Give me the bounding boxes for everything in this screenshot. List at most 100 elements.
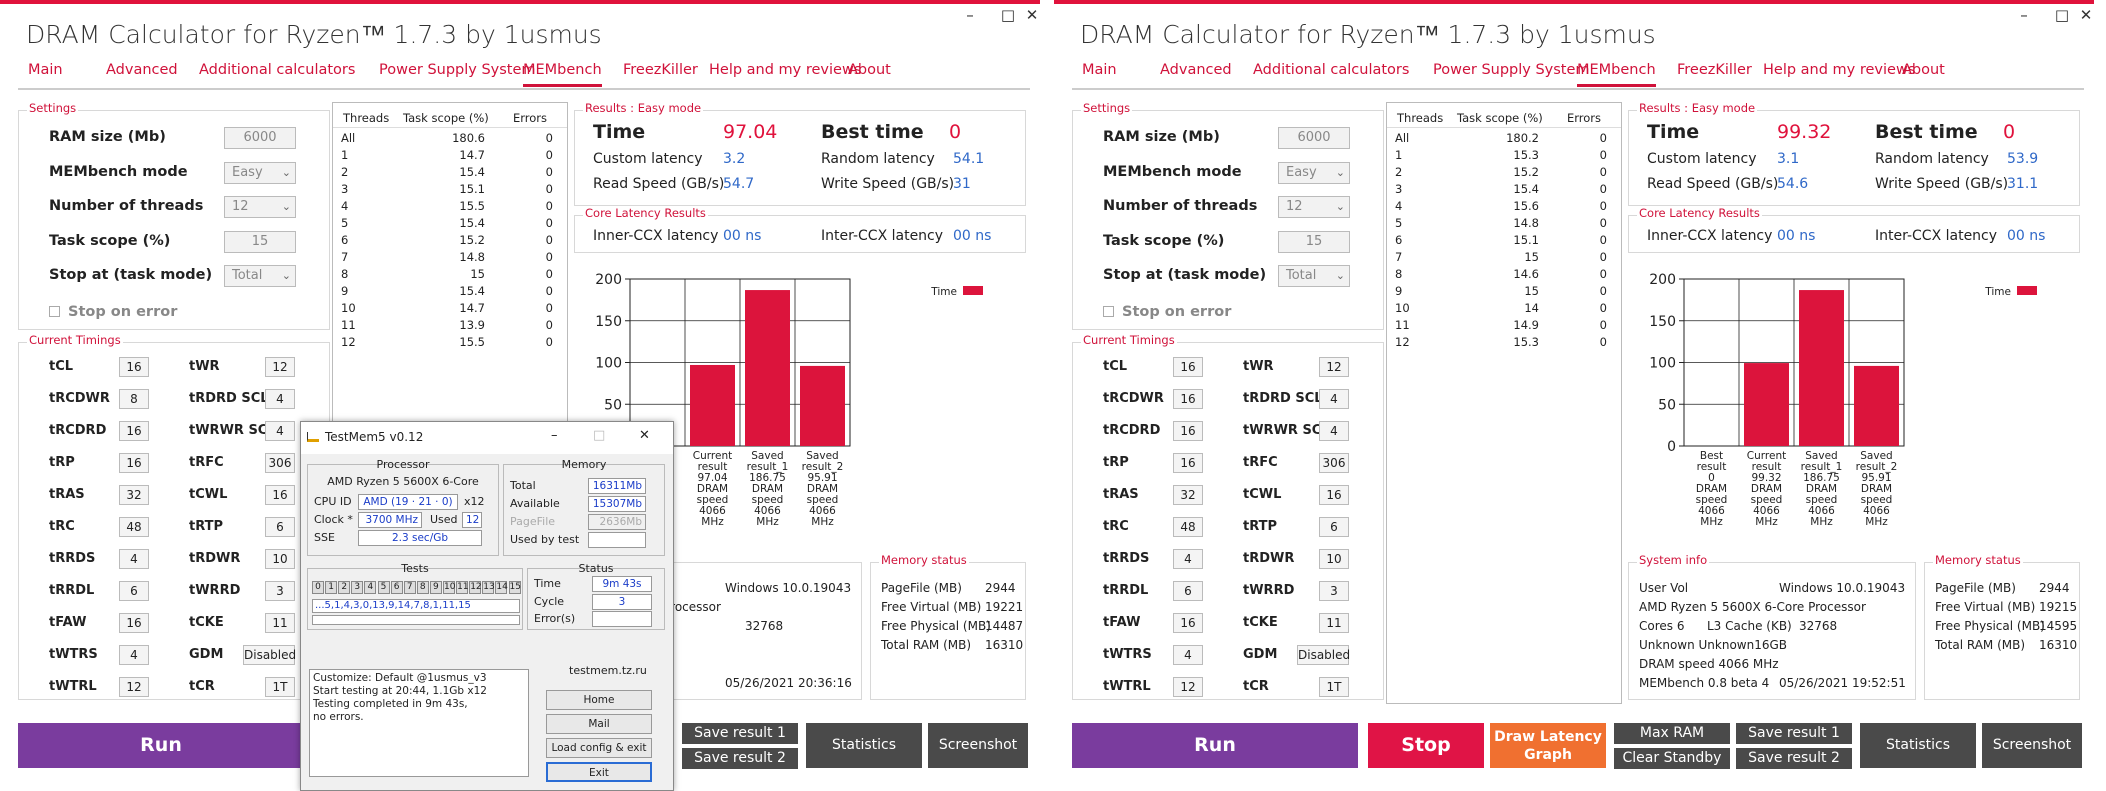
tab-membench[interactable]: MEMbench bbox=[523, 62, 602, 87]
chart-x-label: Saved bbox=[806, 450, 838, 462]
dram-calculator-window-2: DRAM Calculator for Ryzen™ 1.7.3 by 1usm… bbox=[1054, 0, 2094, 791]
tab-help-and-my-reviews[interactable]: Help and my reviews bbox=[1763, 62, 1916, 78]
chart-legend-label: Time bbox=[930, 286, 957, 298]
save-result-1-button[interactable]: Save result 1 bbox=[682, 723, 798, 744]
timing-tRC-label: tRC bbox=[1103, 519, 1129, 534]
screenshot-button[interactable]: Screenshot bbox=[1982, 723, 2082, 768]
system-info-group: System info User Vol Windows 10.0.19043 AMD… bbox=[1628, 553, 1916, 700]
tab-power-supply-system[interactable]: Power Supply System bbox=[1433, 62, 1590, 78]
maximize-button[interactable]: □ bbox=[2054, 6, 2070, 24]
tab-main[interactable]: Main bbox=[1082, 62, 1117, 78]
tab-help-and-my-reviews[interactable]: Help and my reviews bbox=[709, 62, 862, 78]
sysinfo-cores: Cores 6 bbox=[1639, 619, 1685, 633]
time-label: Time bbox=[1647, 121, 1700, 143]
tab-power-supply-system[interactable]: Power Supply System bbox=[379, 62, 536, 78]
testmem-minimize-button[interactable]: – bbox=[551, 428, 558, 443]
chart-x-label: 4066 bbox=[1698, 505, 1725, 517]
tab-about[interactable]: About bbox=[1902, 62, 1945, 78]
thread-id: 8 bbox=[341, 267, 349, 281]
task-scope-input[interactable]: 15 bbox=[224, 230, 296, 253]
used-by-test-value bbox=[588, 532, 646, 548]
screenshot-button[interactable]: Screenshot bbox=[928, 723, 1028, 768]
stop-on-error-checkbox[interactable]: Stop on error bbox=[49, 304, 177, 320]
timing-tFAW-label: tFAW bbox=[49, 615, 87, 630]
tab-membench[interactable]: MEMbench bbox=[1577, 62, 1656, 87]
membench-mode-dropdown[interactable]: Easy ⌄ bbox=[1278, 161, 1350, 184]
statistics-button[interactable]: Statistics bbox=[1860, 723, 1976, 768]
tab-advanced[interactable]: Advanced bbox=[1160, 62, 1232, 78]
stop-at-dropdown[interactable]: Total ⌄ bbox=[224, 265, 296, 287]
stop-on-error-checkbox[interactable]: Stop on error bbox=[1103, 304, 1231, 320]
timing-tCKE-label: tCKE bbox=[1243, 615, 1278, 630]
statistics-button[interactable]: Statistics bbox=[806, 723, 922, 768]
testmem-site-label: testmem.tz.ru bbox=[569, 664, 647, 677]
task-scope-input[interactable]: 15 bbox=[1278, 230, 1350, 253]
save-result-1-button[interactable]: Save result 1 bbox=[1736, 723, 1852, 744]
timing-GDM-label: GDM bbox=[189, 647, 224, 662]
testmem-close-button[interactable]: ✕ bbox=[639, 428, 650, 443]
tab-additional-calculators[interactable]: Additional calculators bbox=[1253, 62, 1410, 78]
timing-tRCDWR-value: 16 bbox=[1173, 389, 1203, 409]
thread-errors: 0 bbox=[1599, 267, 1607, 281]
testmem-maximize-button[interactable]: □ bbox=[593, 428, 606, 443]
test-number-14: 14 bbox=[495, 581, 508, 594]
tab-additional-calculators[interactable]: Additional calculators bbox=[199, 62, 356, 78]
read-speed-label: Read Speed (GB/s) bbox=[593, 176, 725, 192]
test-number-10: 10 bbox=[443, 581, 456, 594]
minimize-button[interactable]: – bbox=[2020, 6, 2028, 24]
clear-standby-button[interactable]: Clear Standby bbox=[1614, 748, 1730, 769]
chart-y-tick-label: 150 bbox=[595, 314, 622, 330]
chart-y-tick-label: 0 bbox=[1667, 439, 1676, 455]
status-group: Status Time 9m 43s Cycle 3 Error(s) bbox=[527, 562, 665, 630]
ram-size-input[interactable]: 6000 bbox=[224, 127, 296, 149]
current-timings-label: Current Timings bbox=[1081, 333, 1177, 347]
chart-x-label: result_1 bbox=[1801, 461, 1843, 473]
chart-y-tick-label: 100 bbox=[595, 356, 622, 372]
tab-freezkiller[interactable]: FreezKiller bbox=[623, 62, 698, 78]
tab-main[interactable]: Main bbox=[28, 62, 63, 78]
draw-latency-graph-button[interactable]: Draw Latency Graph bbox=[1490, 723, 1606, 768]
stop-at-dropdown[interactable]: Total ⌄ bbox=[1278, 265, 1350, 287]
chart-x-label: 4066 bbox=[1753, 505, 1780, 517]
close-button[interactable]: ✕ bbox=[2079, 6, 2093, 24]
chart-x-label: 0 bbox=[1708, 472, 1715, 484]
chart-y-tick-label: 50 bbox=[1658, 397, 1676, 413]
load-config-exit-button[interactable]: Load config & exit bbox=[546, 738, 652, 758]
thread-errors: 0 bbox=[545, 250, 553, 264]
stop-button[interactable]: Stop bbox=[1368, 723, 1484, 768]
run-button[interactable]: Run bbox=[18, 723, 304, 768]
max-ram-button[interactable]: Max RAM bbox=[1614, 723, 1730, 744]
thread-scope: 14.8 bbox=[459, 250, 485, 264]
used-by-test-label: Used by test bbox=[510, 533, 580, 546]
timing-tWRRD-value: 3 bbox=[265, 581, 295, 601]
save-result-2-button[interactable]: Save result 2 bbox=[1736, 748, 1852, 769]
exit-button[interactable]: Exit bbox=[546, 762, 652, 782]
mail-button[interactable]: Mail bbox=[546, 714, 652, 734]
home-button[interactable]: Home bbox=[546, 690, 652, 710]
timing-tRCDRD-label: tRCDRD bbox=[1103, 423, 1161, 438]
membench-mode-dropdown[interactable]: Easy ⌄ bbox=[224, 161, 296, 184]
chart-legend-swatch bbox=[2017, 286, 2037, 295]
ram-size-input[interactable]: 6000 bbox=[1278, 127, 1350, 149]
timing-tRCDRD-value: 16 bbox=[1173, 421, 1203, 441]
write-speed-value: 31.1 bbox=[2007, 176, 2039, 192]
timing-tRAS-value: 32 bbox=[119, 485, 149, 505]
timing-tFAW-value: 16 bbox=[119, 613, 149, 633]
tab-freezkiller[interactable]: FreezKiller bbox=[1677, 62, 1752, 78]
chart-bar-1 bbox=[1744, 363, 1789, 446]
close-button[interactable]: ✕ bbox=[1025, 6, 1039, 24]
app-title: DRAM Calculator for Ryzen™ 1.7.3 by 1usm… bbox=[1080, 20, 1656, 49]
save-result-2-button[interactable]: Save result 2 bbox=[682, 748, 798, 769]
threads-header-1: Task scope (%) bbox=[1457, 111, 1543, 125]
maximize-button[interactable]: □ bbox=[1000, 6, 1016, 24]
number-of-threads-dropdown[interactable]: 12 ⌄ bbox=[224, 196, 296, 218]
minimize-button[interactable]: – bbox=[966, 6, 974, 24]
tab-about[interactable]: About bbox=[848, 62, 891, 78]
run-button[interactable]: Run bbox=[1072, 723, 1358, 768]
number-of-threads-dropdown[interactable]: 12 ⌄ bbox=[1278, 196, 1350, 218]
thread-scope: 13.9 bbox=[459, 318, 485, 332]
test-number-13: 13 bbox=[482, 581, 495, 594]
tab-advanced[interactable]: Advanced bbox=[106, 62, 178, 78]
testmem5-titlebar: TestMem5 v0.12 – □ ✕ bbox=[301, 422, 673, 454]
timing-tCR-label: tCR bbox=[189, 679, 215, 694]
